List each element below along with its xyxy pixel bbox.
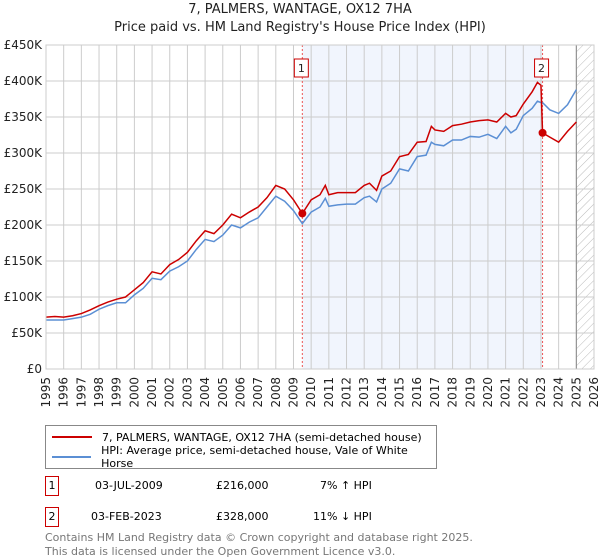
chart-subtitle: Price paid vs. HM Land Registry's House … [114, 20, 486, 35]
x-tick-label: 2005 [216, 377, 230, 408]
x-tick-label: 1995 [39, 377, 53, 408]
x-tick-label: 2025 [569, 377, 583, 408]
x-tick-label: 2001 [145, 377, 159, 408]
transaction-date: 03-JUL-2009 [95, 479, 163, 492]
sale-point [538, 128, 547, 137]
transaction-hpi: 11% ↓ HPI [313, 510, 372, 523]
x-tick-label: 2013 [357, 377, 371, 408]
x-tick-label: 2016 [410, 377, 424, 408]
x-tick-label: 2006 [233, 377, 247, 408]
legend-swatch-red [52, 436, 92, 438]
legend-label: 7, PALMERS, WANTAGE, OX12 7HA (semi-deta… [102, 430, 422, 444]
x-tick-label: 2021 [499, 377, 513, 408]
legend: 7, PALMERS, WANTAGE, OX12 7HA (semi-deta… [45, 425, 437, 470]
transaction-badge: 1 [45, 476, 59, 496]
x-tick-label: 2009 [286, 377, 300, 408]
y-tick-label: £400K [4, 74, 44, 88]
x-tick-label: 2010 [304, 377, 318, 408]
x-tick-label: 2020 [481, 377, 495, 408]
transaction-date: 03-FEB-2023 [91, 510, 162, 523]
sale-point [298, 209, 307, 218]
x-tick-label: 2019 [463, 377, 477, 408]
x-tick-label: 2023 [534, 377, 548, 408]
price-chart: 1995 1996 1997 1998 1999 2000 2001 2002 2003 2004… [4, 38, 600, 408]
y-tick-label: £100K [4, 290, 44, 304]
x-tick-label: 2024 [552, 377, 566, 408]
transaction-badge: 2 [45, 507, 59, 527]
legend-item-hpi: HPI: Average price, semi-detached house,… [52, 444, 436, 470]
forecast-hatch [576, 45, 594, 369]
annotation-box [293, 58, 309, 78]
y-tick-label: £150K [4, 254, 44, 268]
transaction-price: £328,000 [216, 510, 269, 523]
x-tick-label: 2017 [428, 377, 442, 408]
y-tick-label: £450K [4, 38, 44, 52]
footer-licence: This data is licensed under the Open Gov… [45, 545, 396, 558]
y-tick-label: £250K [4, 182, 44, 196]
x-tick-label: 2011 [322, 377, 336, 408]
annotation-box [534, 58, 550, 78]
shaded-period [302, 45, 543, 369]
annotation-label: 1 [298, 62, 305, 75]
hpi-line [46, 89, 577, 321]
legend-label: HPI: Average price, semi-detached house,… [101, 444, 408, 470]
x-tick-label: 1999 [110, 377, 124, 408]
x-tick-label: 1998 [92, 377, 106, 408]
x-tick-label: 1996 [57, 377, 71, 408]
y-tick-label: £350K [4, 110, 44, 124]
property-price-line [45, 81, 577, 318]
x-tick-label: 2004 [198, 377, 212, 408]
x-tick-label: 2003 [180, 377, 194, 408]
y-tick-label: £200K [4, 218, 44, 232]
x-tick-label: 2000 [127, 377, 141, 408]
annotation-label: 2 [538, 62, 545, 75]
transaction-row: 2 03-FEB-2023 £328,000 11% ↓ HPI [45, 507, 445, 527]
x-tick-label: 2026 [587, 377, 600, 408]
x-tick-label: 2002 [163, 377, 177, 408]
x-tick-label: 2022 [516, 377, 530, 408]
x-tick-label: 1997 [74, 377, 88, 408]
x-tick-label: 2014 [375, 377, 389, 408]
y-tick-label: £50K [11, 326, 43, 340]
x-tick-label: 2012 [340, 377, 354, 408]
chart-title: 7, PALMERS, WANTAGE, OX12 7HA [188, 2, 412, 17]
legend-item-property: 7, PALMERS, WANTAGE, OX12 7HA (semi-deta… [52, 429, 422, 445]
plot-border [45, 44, 595, 370]
x-tick-label: 2007 [251, 377, 265, 408]
y-tick-label: £0 [27, 362, 42, 376]
y-tick-label: £300K [4, 146, 44, 160]
footer-copyright: Contains HM Land Registry data © Crown c… [45, 531, 473, 544]
legend-swatch-blue [52, 456, 92, 458]
transaction-row: 1 03-JUL-2009 £216,000 7% ↑ HPI [45, 476, 445, 496]
x-tick-label: 2018 [446, 377, 460, 408]
transaction-hpi: 7% ↑ HPI [320, 479, 372, 492]
x-tick-label: 2015 [393, 377, 407, 408]
transaction-price: £216,000 [216, 479, 269, 492]
x-tick-label: 2008 [269, 377, 283, 408]
